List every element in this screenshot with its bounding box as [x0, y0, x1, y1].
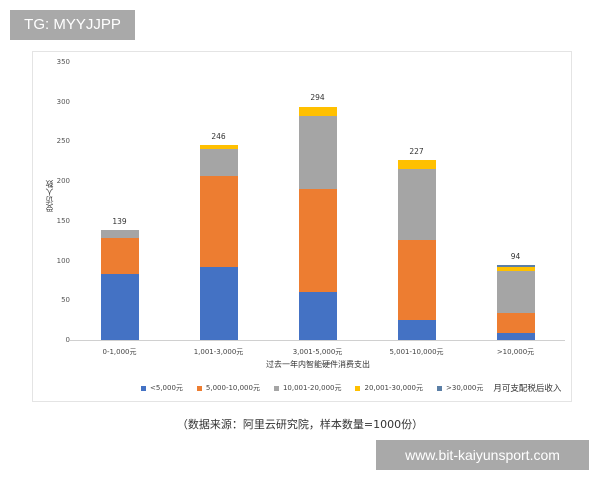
legend-swatch-icon — [273, 385, 279, 391]
x-axis-title: 过去一年内智能硬件消费支出 — [266, 360, 370, 369]
bar-segment — [496, 270, 535, 313]
bar-segment — [100, 237, 139, 275]
bar-segment — [298, 291, 337, 340]
x-tick-label: 3,001-5,000元 — [292, 348, 343, 356]
legend-label: 20,001-30,000元 — [364, 384, 423, 392]
y-tick-label: 350 — [56, 58, 70, 66]
bar-total-label: 294 — [310, 93, 325, 103]
data-source-caption: （数据来源：阿里云研究院，样本数量=1000份） — [176, 418, 424, 431]
legend-label: 5,000-10,000元 — [205, 384, 260, 392]
legend-label: 10,001-20,000元 — [282, 384, 342, 392]
tg-badge: TG: MYYJJPP — [10, 10, 135, 40]
legend-swatch-icon — [141, 385, 146, 391]
stacked-bar — [397, 159, 436, 340]
bar-segment — [199, 144, 238, 150]
bar-segment — [298, 189, 337, 292]
legend-label: >30,000元 — [446, 384, 484, 392]
legend-item: >30,000元 — [437, 383, 483, 393]
bar-total-label: 246 — [211, 131, 226, 141]
legend-swatch-icon — [196, 385, 202, 391]
bar-total-label: 94 — [510, 252, 521, 262]
bar-segment — [397, 159, 436, 170]
stacked-bar — [199, 144, 238, 340]
bar-segment — [496, 313, 535, 333]
y-tick-label: 100 — [56, 256, 70, 265]
bar-segment — [496, 332, 535, 340]
bar-total-label: 227 — [409, 146, 424, 156]
x-tick-label: >10,000元 — [496, 348, 535, 356]
chart-legend: <5,000元 5,000-10,000元 10,001-20,000元 20,001… — [141, 382, 561, 394]
y-tick-label: 300 — [56, 97, 70, 106]
legend-item: 20,001-30,000元 — [355, 383, 423, 393]
legend-swatch-icon — [437, 385, 442, 391]
x-tick-label: 1,001-3,000元 — [193, 348, 244, 356]
y-axis-title: 受访人数 — [45, 180, 54, 212]
legend-title: 月可支配税后收入 — [493, 384, 562, 394]
bar-segment — [397, 169, 436, 240]
bar-segment — [100, 229, 139, 238]
bar-segment — [199, 149, 238, 176]
y-tick-label: 50 — [61, 296, 70, 305]
bar-segment — [496, 266, 535, 271]
y-tick-label: 250 — [56, 137, 70, 146]
legend-item: 10,001-20,000元 — [273, 383, 342, 393]
legend-label: <5,000元 — [150, 384, 183, 392]
bar-segment — [397, 320, 436, 340]
stacked-bar — [100, 229, 139, 340]
watermark: www.bit-kaiyunsport.com — [376, 440, 589, 470]
x-tick-label: 0-1,000元 — [102, 348, 137, 356]
y-tick-label: 0 — [65, 336, 70, 344]
bar-segment — [298, 116, 337, 190]
bar-segment — [100, 274, 139, 340]
legend-item: 5,000-10,000元 — [196, 383, 260, 393]
bar-segment — [199, 175, 238, 267]
bar-segment — [298, 106, 337, 108]
x-axis-line — [70, 340, 565, 341]
bar-segment — [199, 266, 238, 340]
y-tick-label: 200 — [56, 177, 70, 186]
bar-total-label: 139 — [112, 216, 127, 226]
bar-segment — [397, 239, 436, 321]
y-tick-label: 150 — [56, 216, 70, 225]
legend-item: <5,000元 — [141, 383, 183, 393]
stacked-bar — [496, 265, 535, 340]
x-tick-label: 5,001-10,000元 — [389, 348, 444, 356]
stacked-bar — [298, 106, 337, 340]
legend-swatch-icon — [355, 385, 361, 391]
bar-segment — [298, 107, 337, 117]
bar-segment — [496, 265, 535, 267]
